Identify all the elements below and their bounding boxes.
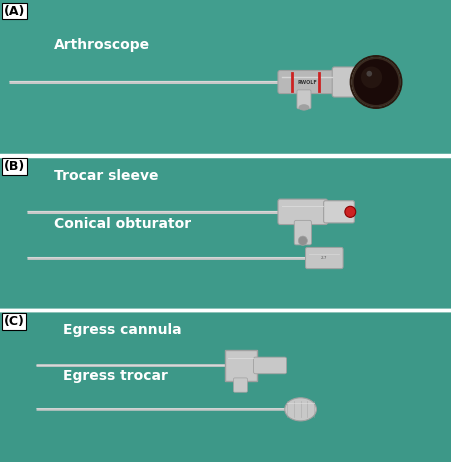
Text: (B): (B)	[4, 160, 25, 173]
Text: (C): (C)	[4, 315, 24, 328]
Text: Trocar sleeve: Trocar sleeve	[54, 169, 158, 183]
Text: 2.7: 2.7	[320, 256, 327, 260]
FancyBboxPatch shape	[294, 220, 311, 245]
Text: (A): (A)	[4, 5, 25, 18]
Circle shape	[366, 71, 371, 77]
Ellipse shape	[284, 398, 316, 421]
Text: Conical obturator: Conical obturator	[54, 217, 191, 231]
Bar	[0, 310, 451, 462]
Circle shape	[344, 206, 355, 218]
FancyBboxPatch shape	[296, 90, 310, 109]
Text: RWOLF: RWOLF	[297, 79, 317, 85]
Circle shape	[360, 67, 381, 88]
Text: Arthroscope: Arthroscope	[54, 38, 150, 52]
Bar	[0, 0, 451, 155]
Ellipse shape	[298, 105, 308, 110]
Text: Egress cannula: Egress cannula	[63, 323, 181, 337]
FancyBboxPatch shape	[277, 70, 336, 93]
Circle shape	[298, 236, 307, 245]
Circle shape	[352, 58, 399, 106]
FancyBboxPatch shape	[253, 357, 286, 374]
FancyBboxPatch shape	[224, 350, 256, 381]
FancyBboxPatch shape	[331, 67, 359, 97]
FancyBboxPatch shape	[277, 199, 327, 225]
FancyBboxPatch shape	[323, 201, 354, 223]
Bar	[0, 156, 451, 310]
Text: Egress trocar: Egress trocar	[63, 369, 168, 383]
FancyBboxPatch shape	[233, 378, 247, 392]
FancyBboxPatch shape	[305, 248, 342, 269]
